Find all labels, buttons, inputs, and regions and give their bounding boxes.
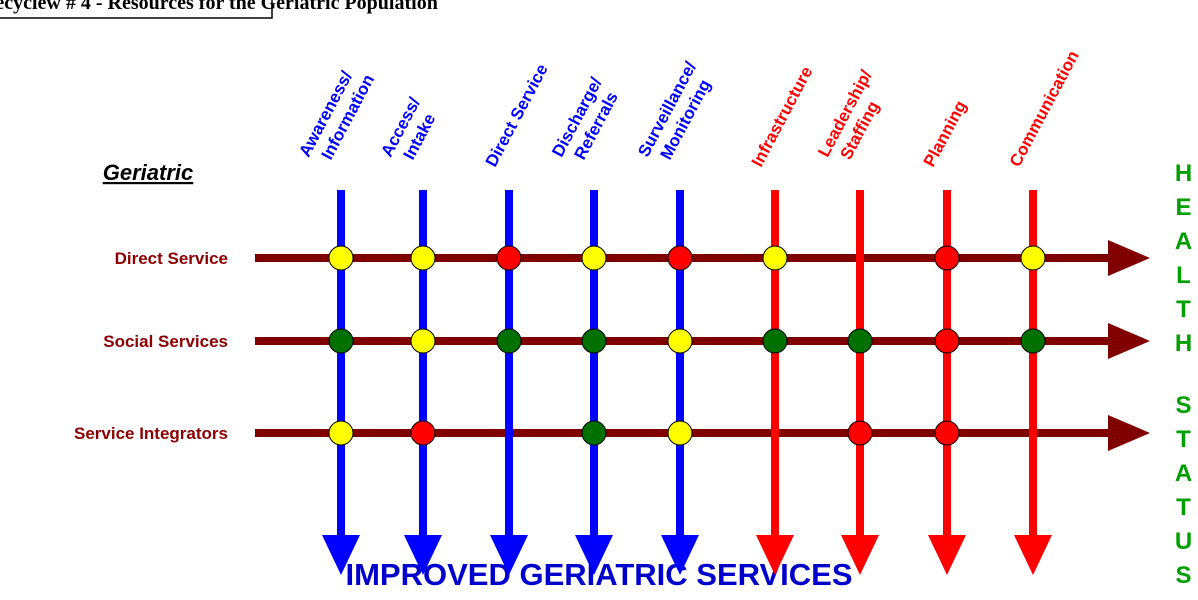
status-dot <box>410 328 436 354</box>
status-dot <box>581 328 607 354</box>
status-dot <box>762 245 788 271</box>
status-dot <box>496 328 522 354</box>
column-arrowhead <box>841 535 879 575</box>
status-dot <box>410 420 436 446</box>
column-label: Leadership/Staffing <box>814 67 883 163</box>
status-dot <box>934 245 960 271</box>
status-dot <box>667 245 693 271</box>
status-dot <box>934 420 960 446</box>
column-label: Discharge/Referrals <box>548 74 622 163</box>
status-dot <box>1020 245 1046 271</box>
column-label: Planning <box>920 98 970 170</box>
column-arrowhead <box>404 535 442 575</box>
column-arrowhead <box>322 535 360 575</box>
status-dot <box>667 328 693 354</box>
status-dot <box>1020 328 1046 354</box>
column-label: Awareness/Information <box>295 68 378 163</box>
column-label: Infrastructure <box>748 63 817 170</box>
row-label: Social Services <box>103 332 228 351</box>
column-label: Access/Intake <box>377 94 439 163</box>
title: Lecyclew # 4 - Resources for the Geriatr… <box>0 0 438 14</box>
row-header: Geriatric <box>103 160 194 185</box>
status-dot <box>581 420 607 446</box>
column-label-line: Direct Service <box>482 61 552 170</box>
column-arrowhead <box>575 535 613 575</box>
row-arrowhead <box>1108 415 1150 451</box>
side-text: STATUS <box>1170 392 1197 596</box>
status-dot <box>410 245 436 271</box>
status-dot <box>496 245 522 271</box>
row-label: Direct Service <box>115 249 228 268</box>
column-label-line: Communication <box>1006 48 1083 170</box>
status-dot <box>581 245 607 271</box>
row-arrowhead <box>1108 240 1150 276</box>
status-dot <box>328 245 354 271</box>
status-dot <box>328 328 354 354</box>
status-dot <box>847 328 873 354</box>
column-label-line: Planning <box>920 98 970 170</box>
column-arrowhead <box>661 535 699 575</box>
column-arrowhead <box>756 535 794 575</box>
title-box <box>0 0 273 19</box>
status-dot <box>934 328 960 354</box>
column-arrowhead <box>490 535 528 575</box>
status-dot <box>667 420 693 446</box>
side-text: HEALTH <box>1170 160 1197 364</box>
column-label: Surveillance/Monitoring <box>634 58 714 163</box>
status-dot <box>847 420 873 446</box>
column-arrowhead <box>1014 535 1052 575</box>
column-label-line: Infrastructure <box>748 63 817 170</box>
status-dot <box>762 328 788 354</box>
column-arrowhead <box>928 535 966 575</box>
row-arrowhead <box>1108 323 1150 359</box>
status-dot <box>328 420 354 446</box>
column-label: Direct Service <box>482 61 552 170</box>
column-label: Communication <box>1006 48 1083 170</box>
row-label: Service Integrators <box>74 424 228 443</box>
